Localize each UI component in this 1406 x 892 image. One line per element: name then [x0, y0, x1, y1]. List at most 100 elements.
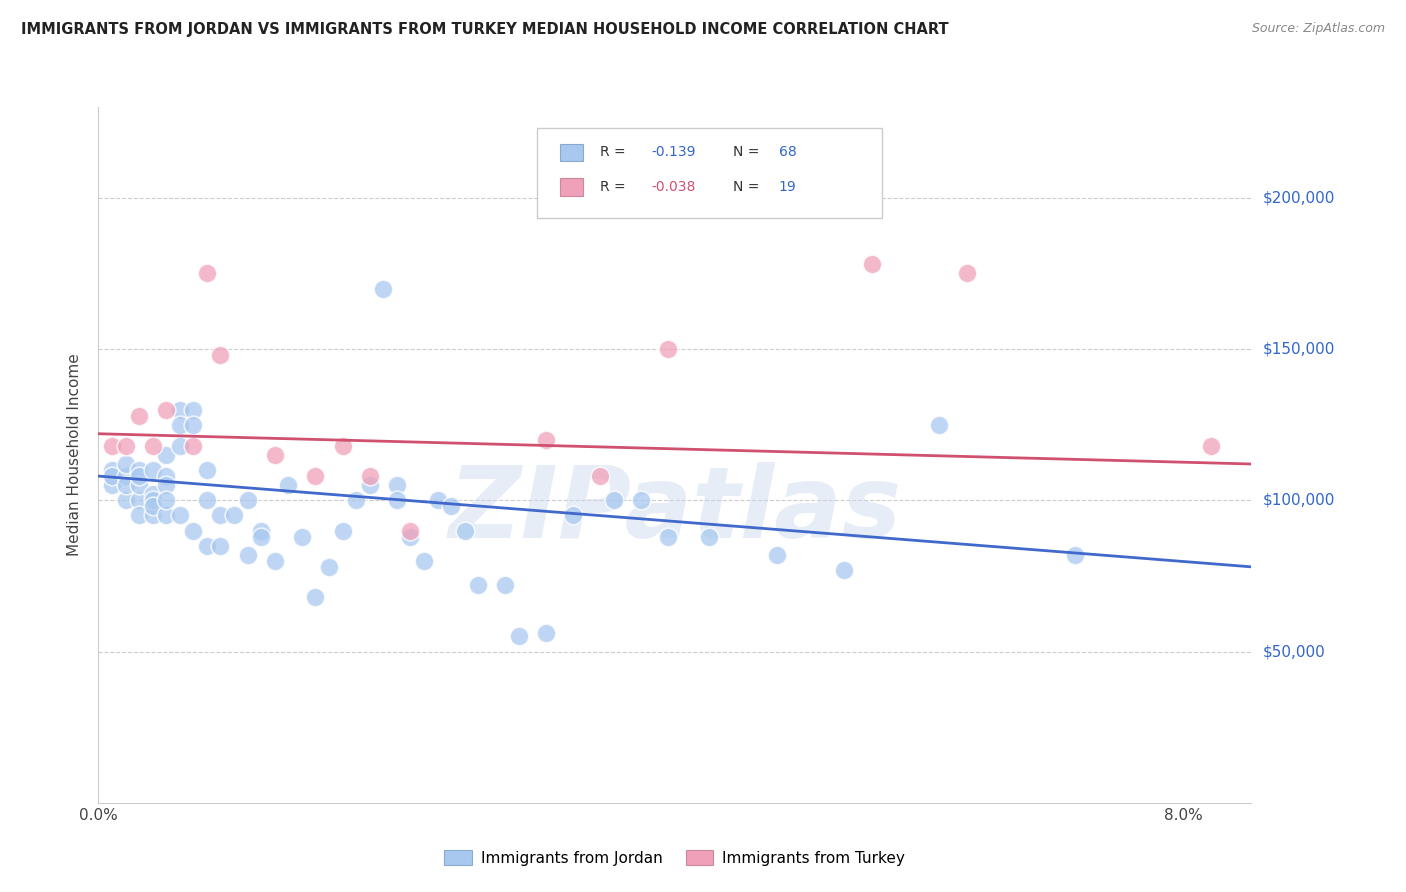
Point — [765, 548, 787, 562]
Text: -0.139: -0.139 — [652, 145, 696, 160]
Point — [263, 448, 285, 462]
Point — [263, 554, 285, 568]
Point — [928, 417, 950, 432]
Point — [318, 559, 340, 574]
Point — [209, 539, 232, 553]
Point — [101, 463, 124, 477]
Point — [114, 457, 136, 471]
Point — [101, 439, 124, 453]
Point — [169, 439, 191, 453]
Text: $150,000: $150,000 — [1263, 342, 1336, 357]
Point — [413, 554, 436, 568]
Bar — [560, 144, 582, 161]
Point — [534, 433, 557, 447]
Point — [494, 578, 516, 592]
Point — [155, 508, 177, 523]
Point — [101, 478, 124, 492]
Point — [128, 463, 150, 477]
Point — [183, 417, 205, 432]
Point — [236, 548, 259, 562]
Point — [169, 417, 191, 432]
Point — [332, 439, 354, 453]
Point — [385, 478, 408, 492]
Point — [373, 281, 395, 295]
Point — [250, 530, 273, 544]
Legend: Immigrants from Jordan, Immigrants from Turkey: Immigrants from Jordan, Immigrants from … — [439, 844, 911, 871]
Point — [277, 478, 299, 492]
Point — [183, 439, 205, 453]
Text: R =: R = — [600, 145, 630, 160]
Point — [128, 469, 150, 483]
Point — [562, 508, 585, 523]
Point — [142, 508, 165, 523]
Point — [657, 342, 679, 356]
Point — [359, 469, 381, 483]
Text: Source: ZipAtlas.com: Source: ZipAtlas.com — [1251, 22, 1385, 36]
Text: 19: 19 — [779, 180, 796, 194]
Point — [155, 493, 177, 508]
Bar — [560, 178, 582, 195]
Point — [142, 500, 165, 514]
Point — [344, 493, 367, 508]
Point — [142, 487, 165, 501]
Point — [291, 530, 314, 544]
Point — [508, 629, 530, 643]
Point — [399, 530, 422, 544]
Point — [697, 530, 720, 544]
Point — [114, 439, 136, 453]
Point — [155, 402, 177, 417]
Point — [589, 469, 612, 483]
Point — [304, 469, 326, 483]
Point — [128, 493, 150, 508]
Text: -0.038: -0.038 — [652, 180, 696, 194]
Point — [209, 348, 232, 362]
Point — [955, 267, 977, 281]
Text: $50,000: $50,000 — [1263, 644, 1326, 659]
Point — [142, 439, 165, 453]
Point — [114, 478, 136, 492]
Text: IMMIGRANTS FROM JORDAN VS IMMIGRANTS FROM TURKEY MEDIAN HOUSEHOLD INCOME CORRELA: IMMIGRANTS FROM JORDAN VS IMMIGRANTS FRO… — [21, 22, 949, 37]
Text: 68: 68 — [779, 145, 796, 160]
Point — [155, 478, 177, 492]
Point — [657, 530, 679, 544]
Point — [630, 493, 652, 508]
Point — [359, 478, 381, 492]
Point — [195, 539, 218, 553]
Y-axis label: Median Household Income: Median Household Income — [67, 353, 83, 557]
Point — [169, 508, 191, 523]
Point — [114, 469, 136, 483]
Point — [128, 508, 150, 523]
Point — [834, 563, 856, 577]
Point — [332, 524, 354, 538]
Point — [101, 469, 124, 483]
Point — [183, 524, 205, 538]
Point — [467, 578, 489, 592]
Point — [169, 402, 191, 417]
Point — [453, 524, 475, 538]
Point — [860, 257, 883, 271]
Text: N =: N = — [733, 145, 763, 160]
Point — [155, 469, 177, 483]
Point — [304, 590, 326, 604]
Point — [399, 524, 422, 538]
Point — [142, 463, 165, 477]
Text: N =: N = — [733, 180, 763, 194]
Point — [183, 402, 205, 417]
Point — [534, 626, 557, 640]
Bar — [537, 128, 883, 219]
Point — [222, 508, 245, 523]
Point — [1199, 439, 1222, 453]
Point — [209, 508, 232, 523]
Text: $100,000: $100,000 — [1263, 492, 1336, 508]
Text: R =: R = — [600, 180, 630, 194]
Point — [128, 409, 150, 423]
Point — [440, 500, 463, 514]
Point — [1064, 548, 1087, 562]
Point — [155, 448, 177, 462]
Point — [142, 493, 165, 508]
Point — [250, 524, 273, 538]
Point — [195, 493, 218, 508]
Point — [603, 493, 626, 508]
Point — [426, 493, 449, 508]
Text: ZIPatlas: ZIPatlas — [449, 462, 901, 559]
